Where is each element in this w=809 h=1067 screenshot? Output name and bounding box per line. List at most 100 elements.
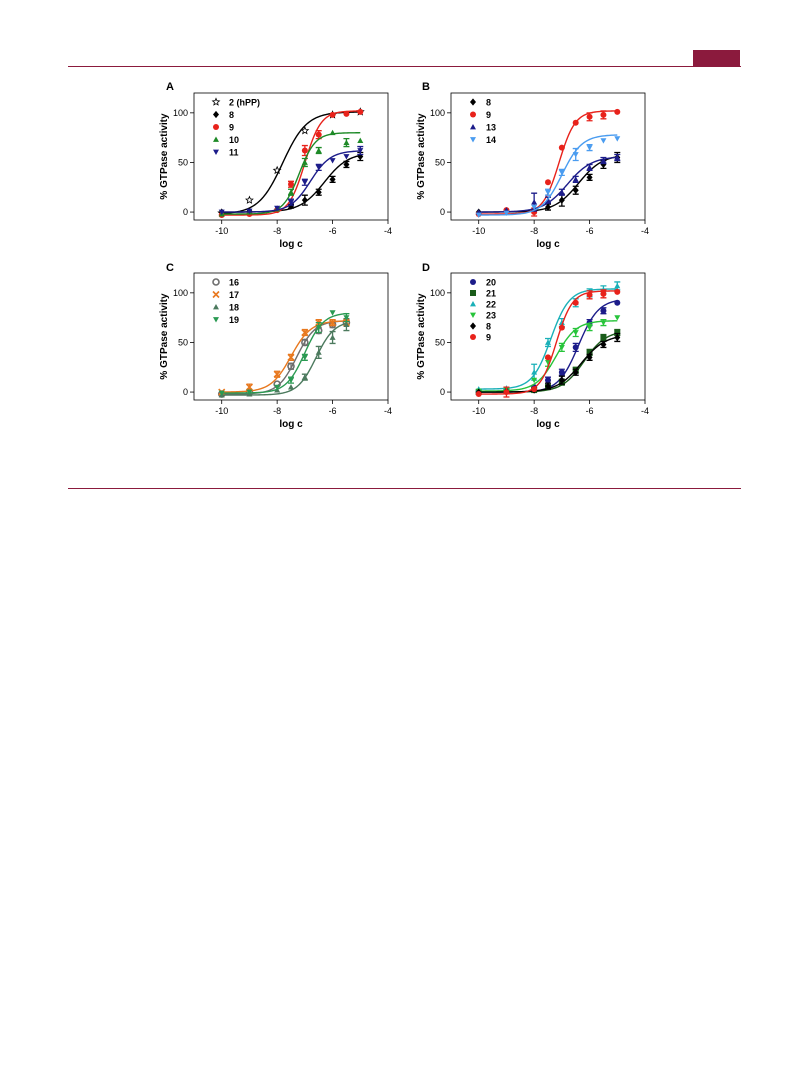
legend-marker xyxy=(470,98,476,106)
legend-marker xyxy=(213,317,219,323)
data-point xyxy=(315,165,322,171)
data-point xyxy=(586,113,593,120)
data-point xyxy=(315,147,322,153)
data-point xyxy=(600,307,607,314)
data-point xyxy=(572,299,579,306)
data-point xyxy=(329,334,336,340)
data-point xyxy=(614,315,621,321)
data-point xyxy=(218,390,225,397)
data-point xyxy=(614,136,621,142)
y-tick-label: 0 xyxy=(183,387,188,397)
data-point xyxy=(600,111,607,118)
y-tick-label: 100 xyxy=(173,288,188,298)
x-tick-label: -4 xyxy=(384,406,392,416)
data-point xyxy=(329,319,337,327)
data-point xyxy=(329,175,336,183)
data-point xyxy=(558,319,565,326)
data-point xyxy=(343,315,350,321)
x-axis-label: log c xyxy=(536,419,560,430)
data-point xyxy=(600,290,607,297)
data-point xyxy=(343,154,350,160)
x-tick-label: -4 xyxy=(641,226,649,236)
fit-curve xyxy=(221,322,347,396)
data-point xyxy=(315,325,322,331)
legend-marker xyxy=(470,124,476,130)
data-point xyxy=(273,370,281,378)
data-point xyxy=(343,160,350,169)
legend-marker xyxy=(470,111,476,118)
data-point xyxy=(357,148,364,154)
legend-label: 14 xyxy=(486,135,496,145)
data-point xyxy=(545,354,551,361)
data-point xyxy=(545,339,551,345)
data-point xyxy=(503,210,510,217)
plot-frame xyxy=(450,92,646,221)
data-point xyxy=(614,154,621,160)
data-point xyxy=(600,138,607,144)
data-point xyxy=(614,108,621,115)
data-point xyxy=(531,199,538,205)
data-point xyxy=(357,108,364,115)
y-tick-label: 0 xyxy=(440,387,445,397)
data-point xyxy=(288,199,294,206)
data-point xyxy=(572,176,579,182)
data-point xyxy=(218,209,225,216)
legend-marker xyxy=(470,334,476,340)
data-point xyxy=(614,282,621,289)
series-22 xyxy=(475,281,621,392)
legend-label: 2 (hPP) xyxy=(229,98,260,108)
data-point xyxy=(572,368,579,376)
data-point xyxy=(558,144,565,151)
x-axis-label: log c xyxy=(536,239,560,250)
x-tick-label: -8 xyxy=(530,406,538,416)
legend-label: 8 xyxy=(486,322,491,332)
legend-label: 18 xyxy=(229,303,239,313)
data-point xyxy=(558,345,565,351)
data-point xyxy=(343,321,350,327)
plot-frame xyxy=(193,92,389,221)
data-point xyxy=(600,334,607,341)
y-tick-label: 50 xyxy=(435,157,445,167)
y-tick-label: 50 xyxy=(435,337,445,347)
x-axis-label: log c xyxy=(279,239,303,250)
chart-panel-b: B -10 -8 -6 -4 0 50 100 log c % GTPase activity 8 9… xyxy=(416,81,649,250)
data-point xyxy=(301,196,308,204)
legend-label: 9 xyxy=(486,110,491,120)
data-point xyxy=(558,324,565,331)
legend-marker xyxy=(212,278,220,286)
data-point xyxy=(301,374,308,380)
y-axis-label: % GTPase activity xyxy=(416,113,427,200)
data-point xyxy=(315,188,322,196)
legend-label: 19 xyxy=(229,315,239,325)
data-point xyxy=(272,165,282,175)
data-point xyxy=(287,362,295,371)
legend-label: 9 xyxy=(486,333,491,343)
data-point xyxy=(586,164,593,170)
header-accent-tab xyxy=(693,50,740,66)
data-point xyxy=(572,186,579,194)
data-point xyxy=(558,196,565,204)
data-point xyxy=(475,212,482,219)
x-tick-label: -6 xyxy=(586,226,594,236)
legend-marker xyxy=(470,279,476,285)
data-point xyxy=(329,129,336,136)
data-point xyxy=(572,344,579,351)
data-point xyxy=(315,349,322,355)
data-point xyxy=(288,181,294,188)
data-point xyxy=(558,376,565,384)
fit-curve xyxy=(221,320,347,395)
legend-label: 21 xyxy=(486,289,496,299)
legend-label: 13 xyxy=(486,123,496,133)
series-14 xyxy=(475,134,621,219)
data-point xyxy=(545,189,551,196)
data-point xyxy=(245,195,254,204)
legend-marker xyxy=(470,322,476,330)
legend-marker xyxy=(212,290,220,299)
y-tick-label: 100 xyxy=(430,108,445,118)
legend-marker xyxy=(211,97,221,106)
x-tick-label: -10 xyxy=(215,226,228,236)
x-tick-label: -8 xyxy=(273,226,281,236)
plot-frame xyxy=(193,272,389,401)
data-point xyxy=(301,338,309,347)
